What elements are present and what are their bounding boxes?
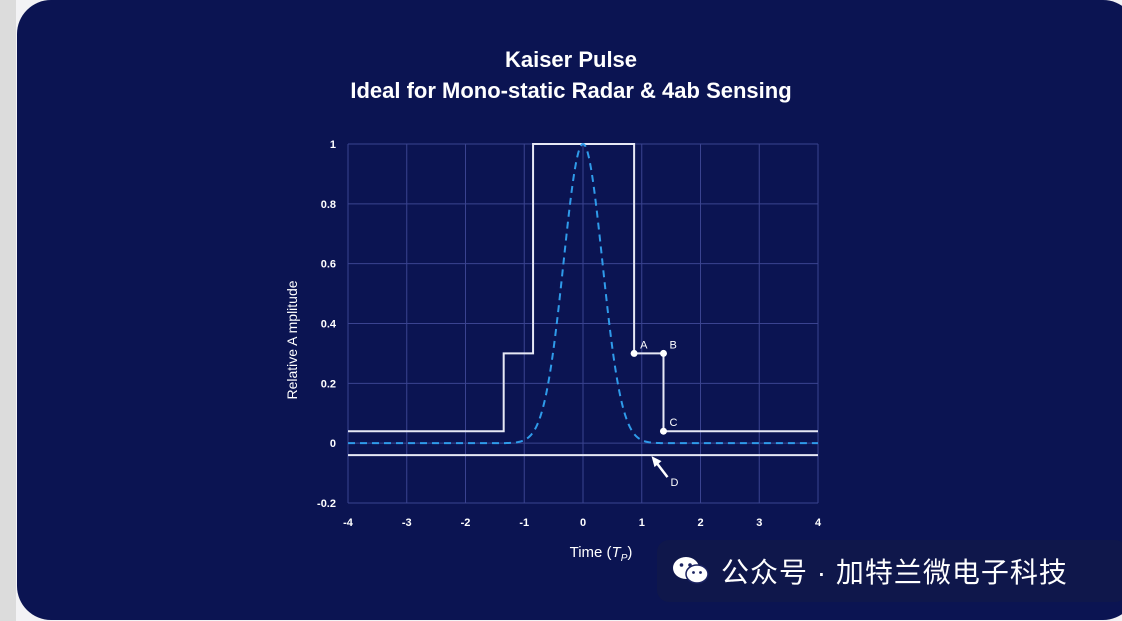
annotations: A B C D xyxy=(630,339,679,489)
y-tick-label-1: 0 xyxy=(330,438,336,450)
x-axis-label-sub: P xyxy=(621,553,628,564)
x-tick-label-6: 2 xyxy=(697,517,703,529)
chart-subtitle: Ideal for Mono-static Radar & 4ab Sensin… xyxy=(350,78,792,103)
x-tick-label-2: -2 xyxy=(461,517,471,529)
x-tick-label-3: -1 xyxy=(519,517,529,529)
y-tick-label-0: -0.2 xyxy=(317,498,336,510)
annotation-point-0 xyxy=(630,349,638,357)
x-tick-label-7: 3 xyxy=(756,517,762,529)
x-tick-label-5: 1 xyxy=(639,517,645,529)
y-tick-label-3: 0.4 xyxy=(321,319,337,331)
y-tick-label-4: 0.6 xyxy=(321,259,336,271)
annotation-point-1 xyxy=(659,349,667,357)
grid xyxy=(347,143,819,504)
annotation-label-1: B xyxy=(669,339,676,351)
annotation-label-3: D xyxy=(671,477,679,489)
wechat-icon xyxy=(673,557,709,584)
y-tick-label-6: 1 xyxy=(330,139,336,151)
x-tick-label-8: 4 xyxy=(815,517,822,529)
watermark: 公众号 · 加特兰微电子科技 xyxy=(657,540,1122,602)
annotation-label-0: A xyxy=(640,339,648,351)
x-tick-label-1: -3 xyxy=(402,517,412,529)
series-line-2 xyxy=(348,142,818,445)
window-edge xyxy=(0,0,16,621)
chart-card: Kaiser Pulse Ideal for Mono-static Radar… xyxy=(17,0,1122,620)
x-axis-label-text: Time ( xyxy=(570,544,612,561)
y-axis-label: Relative A mplitude xyxy=(284,280,300,399)
x-axis-label-var: T xyxy=(612,544,623,561)
series-lines xyxy=(348,142,818,457)
y-tick-labels: -0.2 0 0.2 0.4 0.6 0.8 1 xyxy=(317,139,337,510)
y-tick-label-5: 0.8 xyxy=(321,199,336,211)
annotation-arrow-head-3 xyxy=(651,456,662,468)
annotation-label-2: C xyxy=(669,417,677,429)
watermark-text: 公众号 · 加特兰微电子科技 xyxy=(721,557,1068,588)
chart-title-block: Kaiser Pulse Ideal for Mono-static Radar… xyxy=(17,44,1122,106)
annotation-point-2 xyxy=(659,427,667,435)
x-axis-label: Time (TP) xyxy=(570,544,633,564)
x-axis-label-close: ) xyxy=(627,544,632,561)
chart-title: Kaiser Pulse xyxy=(504,47,638,72)
pulse-chart: -0.2 0 0.2 0.4 0.6 0.8 1 -4 -3 -2 -1 0 1 2 3 4 A B C D Re… xyxy=(284,139,822,564)
x-tick-labels: -4 -3 -2 -1 0 1 2 3 4 xyxy=(343,517,822,529)
x-tick-label-0: -4 xyxy=(343,517,354,529)
x-tick-label-4: 0 xyxy=(580,517,586,529)
y-tick-label-2: 0.2 xyxy=(321,378,336,390)
